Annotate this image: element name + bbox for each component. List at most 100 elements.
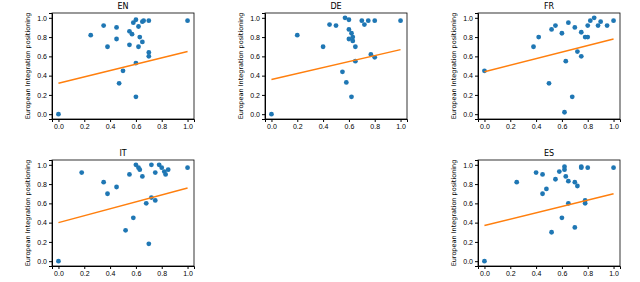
tick-mark	[84, 119, 85, 122]
point	[146, 50, 151, 55]
tick: 0.0	[463, 258, 478, 265]
tick-label: 0.0	[37, 258, 47, 265]
point	[140, 40, 145, 45]
tick: 0.6	[250, 53, 265, 60]
tick-mark	[588, 119, 589, 122]
tick: 0.6	[37, 200, 52, 207]
tick-label: 0.8	[583, 270, 593, 277]
tick-mark	[49, 261, 52, 262]
point	[141, 18, 146, 23]
point	[592, 15, 597, 20]
point	[598, 19, 603, 24]
tick-label: 1.0	[183, 123, 193, 130]
point	[136, 44, 141, 49]
tick: 0.4	[463, 72, 478, 79]
tick: 0.8	[463, 181, 478, 188]
tick-mark	[58, 266, 59, 269]
plot-frame	[478, 160, 620, 266]
tick-mark	[49, 56, 52, 57]
tick: 1.0	[183, 266, 193, 277]
point	[136, 24, 141, 29]
tick-mark	[475, 56, 478, 57]
point	[130, 32, 135, 37]
tick-label: 0.2	[37, 92, 47, 99]
tick: 0.6	[558, 266, 568, 277]
tick: 0.4	[250, 72, 265, 79]
tick-mark	[475, 76, 478, 77]
regression-line	[271, 50, 400, 80]
point	[575, 49, 580, 54]
tick: 0.2	[37, 239, 52, 246]
tick-label: 0.6	[558, 123, 568, 130]
tick-mark	[262, 18, 265, 19]
tick: 1.0	[609, 119, 619, 130]
tick: 0.0	[37, 111, 52, 118]
tick-label: 0.4	[463, 219, 473, 226]
x-axis: 0.00.20.40.60.81.0	[479, 119, 621, 130]
point	[185, 18, 190, 23]
point	[398, 18, 403, 23]
tick-label: 1.0	[609, 270, 619, 277]
plot-area	[56, 162, 190, 263]
tick-mark	[297, 119, 298, 122]
tick: 0.6	[345, 119, 355, 130]
point	[146, 241, 151, 246]
y-axis: 0.00.20.40.60.81.0	[37, 14, 52, 120]
plot-area	[482, 15, 616, 114]
tick-mark	[349, 119, 350, 122]
axis-domain	[266, 120, 408, 123]
tick-mark	[510, 119, 511, 122]
tick-label: 0.2	[37, 239, 47, 246]
tick-label: 0.8	[157, 270, 167, 277]
point	[566, 179, 571, 184]
tick-mark	[614, 119, 615, 122]
point	[588, 18, 593, 23]
tick-label: 0.4	[106, 123, 116, 130]
point	[121, 68, 126, 73]
tick-mark	[588, 266, 589, 269]
tick-mark	[84, 266, 85, 269]
point	[146, 18, 151, 23]
tick: 0.8	[157, 266, 167, 277]
point	[544, 187, 549, 192]
subplot-title: ES	[544, 149, 554, 158]
tick: 0.4	[37, 72, 52, 79]
y-axis-title: European Integration positioning	[24, 160, 32, 267]
point	[347, 37, 352, 42]
point	[144, 201, 149, 206]
point	[557, 169, 562, 174]
panel: 0.00.20.40.60.81.00.00.20.40.60.81.0ITEu…	[24, 149, 195, 277]
tick: 0.2	[250, 92, 265, 99]
tick-mark	[475, 165, 478, 166]
tick-mark	[475, 184, 478, 185]
tick-mark	[475, 261, 478, 262]
point	[123, 228, 128, 233]
y-axis: 0.00.20.40.60.81.0	[463, 14, 478, 120]
tick-mark	[562, 119, 563, 122]
tick-mark	[162, 119, 163, 122]
tick: 0.4	[532, 266, 542, 277]
tick-label: 0.2	[463, 92, 473, 99]
tick-mark	[262, 114, 265, 115]
plot-frame	[478, 13, 620, 119]
tick: 0.4	[106, 119, 116, 130]
tick: 0.8	[250, 34, 265, 41]
point	[549, 27, 554, 32]
tick-label: 0.0	[54, 123, 64, 130]
tick: 0.6	[463, 200, 478, 207]
tick-label: 1.0	[183, 270, 193, 277]
point	[334, 23, 339, 28]
tick-mark	[271, 119, 272, 122]
figure: 0.00.20.40.60.81.00.00.20.40.60.81.0ENEu…	[0, 0, 640, 282]
axis-domain	[53, 120, 195, 123]
tick-label: 0.0	[463, 258, 473, 265]
tick-mark	[188, 266, 189, 269]
point	[185, 165, 190, 170]
tick-label: 0.4	[532, 270, 542, 277]
tick-mark	[49, 18, 52, 19]
point	[137, 35, 142, 40]
tick-mark	[49, 223, 52, 224]
point	[531, 44, 536, 49]
tick-mark	[188, 119, 189, 122]
axis-domain	[479, 267, 621, 270]
